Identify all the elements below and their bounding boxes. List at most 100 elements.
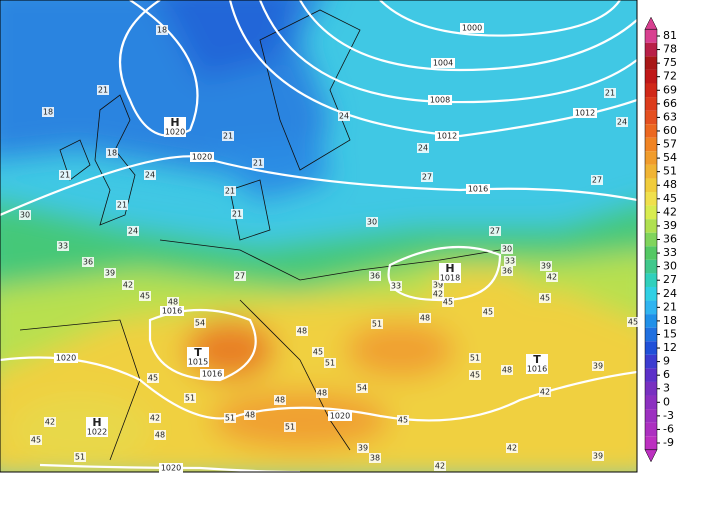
isobar-label: 1016 bbox=[468, 185, 488, 194]
color-swatch bbox=[645, 341, 657, 355]
center-symbol: H bbox=[92, 416, 101, 429]
color-swatch bbox=[645, 273, 657, 287]
color-swatch bbox=[645, 286, 657, 301]
color-swatch bbox=[645, 178, 657, 193]
color-swatch bbox=[645, 246, 657, 260]
label-box bbox=[244, 410, 256, 420]
color-swatch bbox=[645, 395, 657, 410]
isobar-label: 1020 bbox=[161, 464, 181, 473]
temperature-label: 21 bbox=[253, 159, 263, 168]
label-box bbox=[296, 326, 308, 336]
map-frame bbox=[0, 0, 638, 473]
color-swatch bbox=[645, 29, 657, 43]
label-box bbox=[194, 318, 206, 328]
temperature-label: 54 bbox=[357, 384, 367, 393]
color-bar-label: 24 bbox=[663, 287, 677, 300]
temperature-label: 30 bbox=[20, 211, 30, 220]
temperature-label: 18 bbox=[43, 108, 53, 117]
color-bar: 8178757269666360575451484542393633302724… bbox=[644, 16, 677, 463]
temperature-label: 27 bbox=[235, 272, 245, 281]
temperature-label: 24 bbox=[145, 171, 155, 180]
label-box bbox=[167, 297, 179, 307]
center-pressure: 1020 bbox=[165, 128, 185, 137]
color-bar-label: -6 bbox=[663, 422, 674, 435]
label-box bbox=[469, 370, 481, 380]
label-box bbox=[439, 263, 461, 283]
center-symbol: T bbox=[533, 353, 541, 366]
label-box bbox=[417, 143, 429, 153]
label-box bbox=[44, 417, 56, 427]
temperature-label: 51 bbox=[225, 414, 235, 423]
isobar-label: 1012 bbox=[575, 109, 595, 118]
color-swatch bbox=[645, 192, 657, 206]
label-box bbox=[154, 430, 166, 440]
temperature-label: 39 bbox=[541, 262, 551, 271]
center-pressure: 1016 bbox=[527, 365, 547, 374]
temperature-label: 27 bbox=[592, 176, 602, 185]
color-bar-label: 78 bbox=[663, 43, 677, 56]
temperature-label: 39 bbox=[593, 362, 603, 371]
label-box bbox=[504, 256, 516, 266]
temperature-label: 30 bbox=[367, 218, 377, 227]
label-box bbox=[573, 108, 597, 118]
temperature-label: 42 bbox=[150, 414, 160, 423]
temperature-label: 21 bbox=[98, 86, 108, 95]
label-box bbox=[428, 95, 452, 105]
color-bar-label: 42 bbox=[663, 205, 677, 218]
temperature-label: 21 bbox=[223, 132, 233, 141]
temperature-label: 39 bbox=[433, 281, 443, 290]
temperature-label: 48 bbox=[155, 431, 165, 440]
map-field bbox=[0, 0, 637, 472]
temperature-label: 51 bbox=[75, 453, 85, 462]
label-box bbox=[460, 23, 484, 33]
label-box bbox=[324, 358, 336, 368]
color-bar-label: 57 bbox=[663, 138, 677, 151]
label-box bbox=[312, 347, 324, 357]
label-box bbox=[526, 354, 548, 374]
temperature-label: 48 bbox=[168, 298, 178, 307]
label-box bbox=[466, 184, 490, 194]
color-swatch bbox=[645, 69, 657, 84]
color-swatch bbox=[645, 56, 657, 70]
label-box bbox=[419, 313, 431, 323]
center-pressure: 1022 bbox=[87, 428, 107, 437]
color-swatch bbox=[645, 42, 657, 57]
temperature-label: 42 bbox=[45, 418, 55, 427]
temperature-label: 51 bbox=[325, 359, 335, 368]
temperature-label: 27 bbox=[490, 227, 500, 236]
color-swatch bbox=[645, 124, 657, 138]
label-box bbox=[627, 317, 639, 327]
center-symbol: H bbox=[445, 262, 454, 275]
color-swatch bbox=[645, 314, 657, 328]
temperature-label: 42 bbox=[123, 281, 133, 290]
color-bar-label: 36 bbox=[663, 233, 677, 246]
temperature-label: 21 bbox=[60, 171, 70, 180]
temperature-label: 45 bbox=[470, 371, 480, 380]
temperature-label: 48 bbox=[420, 314, 430, 323]
center-symbol: H bbox=[170, 116, 179, 129]
color-bar-label: -9 bbox=[663, 436, 674, 449]
label-box bbox=[592, 451, 604, 461]
color-bar-label: 15 bbox=[663, 327, 677, 340]
label-box bbox=[371, 319, 383, 329]
footer bbox=[0, 474, 704, 513]
isobar-label: 1020 bbox=[192, 153, 212, 162]
label-box bbox=[106, 148, 118, 158]
temperature-label: 51 bbox=[285, 423, 295, 432]
temperature-label: 24 bbox=[128, 227, 138, 236]
label-box bbox=[57, 241, 69, 251]
color-swatch bbox=[645, 97, 657, 111]
temperature-label: 18 bbox=[157, 26, 167, 35]
label-box bbox=[366, 217, 378, 227]
label-box bbox=[184, 393, 196, 403]
label-box bbox=[369, 453, 381, 463]
label-box bbox=[421, 172, 433, 182]
temperature-label: 21 bbox=[232, 210, 242, 219]
label-box bbox=[328, 411, 352, 421]
label-box bbox=[42, 107, 54, 117]
color-bar-frame bbox=[644, 28, 658, 451]
temperature-label: 30 bbox=[502, 245, 512, 254]
temperature-label: 45 bbox=[31, 436, 41, 445]
temperature-label: 45 bbox=[140, 292, 150, 301]
